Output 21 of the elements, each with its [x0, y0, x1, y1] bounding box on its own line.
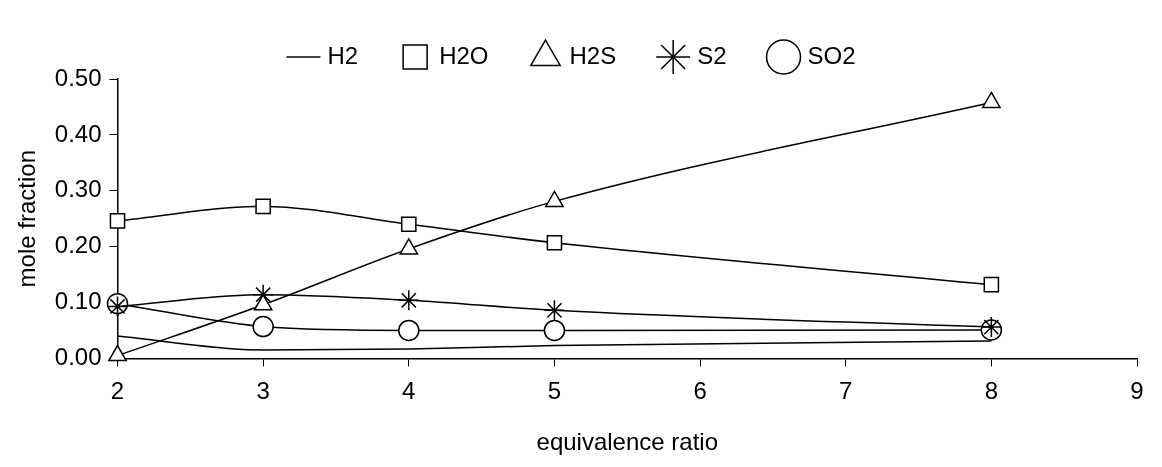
legend-label: S2	[697, 41, 727, 69]
y-tick-label: 0.10	[54, 287, 102, 315]
x-tick-label: 2	[110, 377, 125, 405]
legend-label: H2	[327, 41, 359, 69]
x-tick-label: 7	[839, 377, 853, 405]
legend-label: SO2	[807, 41, 856, 69]
x-tick-label: 8	[984, 377, 999, 405]
y-tick-label: 0.50	[54, 63, 102, 91]
y-tick-label: 0.40	[54, 119, 102, 147]
x-tick-label: 6	[693, 377, 707, 405]
x-axis-title: equivalence ratio	[536, 428, 718, 456]
y-tick-label: 0.20	[54, 231, 102, 259]
x-tick-label: 3	[256, 377, 270, 405]
y-axis-title: mole fraction	[13, 150, 41, 288]
y-tick-label: 0.30	[54, 175, 102, 203]
x-tick-label: 9	[1130, 377, 1144, 405]
legend-label: H2O	[439, 41, 489, 69]
x-tick-label: 4	[402, 377, 416, 405]
y-tick-label: 0.00	[54, 343, 102, 371]
x-tick-label: 5	[547, 377, 562, 405]
legend-label: H2S	[569, 41, 617, 69]
